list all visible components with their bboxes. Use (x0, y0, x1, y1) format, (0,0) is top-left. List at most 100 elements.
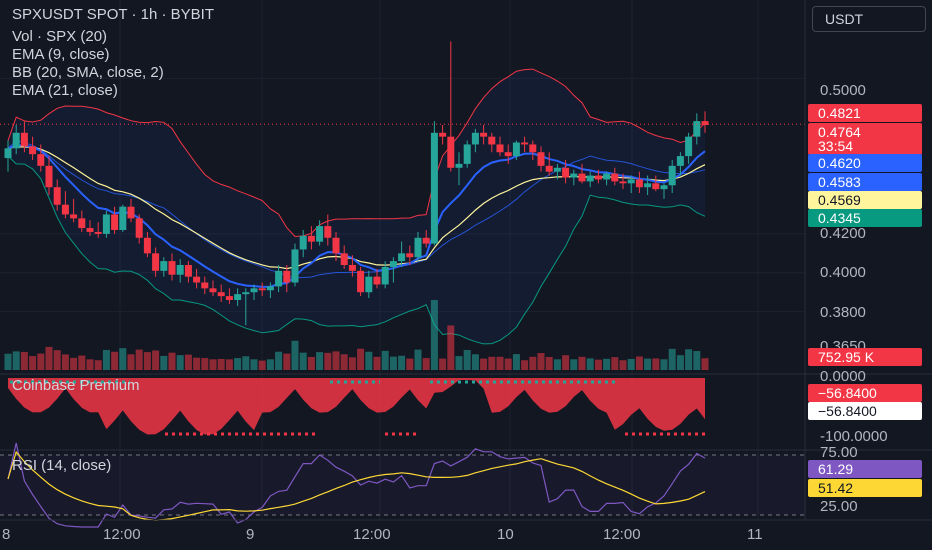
price-axis-label: 0.3800 (820, 304, 866, 321)
volume-bar (619, 360, 627, 370)
candle-body (61, 204, 69, 215)
bollinger-basis-line (7, 140, 706, 279)
candle-body (250, 288, 258, 293)
candle-body (209, 288, 217, 293)
candle-body (480, 132, 488, 137)
volume-bar (291, 340, 299, 370)
candle-body (225, 296, 233, 300)
currency-button[interactable]: USDT (812, 6, 926, 32)
volume-bar (471, 354, 479, 370)
volume-bar (545, 356, 553, 370)
volume-bar (381, 350, 389, 370)
candle-body (644, 183, 652, 188)
candle-body (176, 265, 184, 275)
price-tag-last: 0.4764 (808, 123, 922, 141)
candle-body (86, 228, 94, 232)
time-label: 12:00 (103, 526, 141, 543)
candle-body (152, 253, 160, 271)
volume-bar (463, 349, 471, 370)
price-axis-label: 0.4000 (820, 264, 866, 281)
rsi-title[interactable]: RSI (14, close) (12, 457, 112, 474)
premium-axis-zero: 0.0000 (820, 368, 866, 385)
candle-body (512, 142, 520, 157)
volume-bar (176, 355, 184, 370)
candle-body (685, 136, 693, 157)
candle-body (53, 187, 61, 205)
volume-bar (45, 346, 53, 370)
candle-body (70, 214, 78, 219)
candle-body (586, 175, 594, 182)
volume-bar (635, 356, 643, 370)
candle-body (111, 214, 119, 230)
premium-tag-white: −56.8400 (808, 402, 922, 420)
candle-body (496, 144, 504, 153)
volume-bar (611, 357, 619, 370)
volume-bar (258, 360, 266, 370)
volume-bar (414, 349, 422, 370)
candle-body (562, 167, 570, 178)
volume-bar (217, 358, 225, 370)
candle-body (357, 270, 365, 293)
candle-body (668, 165, 676, 186)
volume-bar (357, 348, 365, 370)
candle-body (143, 237, 151, 254)
bollinger-upper-line (7, 68, 706, 238)
time-label: 8 (2, 526, 11, 543)
candle-body (340, 253, 348, 265)
volume-bar (439, 358, 447, 370)
legend-volume[interactable]: Vol · SPX (20) (12, 28, 108, 45)
volume-bar (209, 359, 217, 370)
time-label: 11 (747, 526, 763, 543)
price-tag-high: 0.4821 (808, 104, 922, 122)
candle-body (693, 121, 701, 137)
volume-bar (4, 353, 12, 370)
candle-body (184, 265, 192, 277)
volume-bar (430, 300, 438, 370)
legend-ema21[interactable]: EMA (21, close) (12, 82, 118, 99)
volume-bar (135, 349, 143, 370)
volume-bar (488, 356, 496, 370)
symbol-title[interactable]: SPXUSDT SPOT · 1h · BYBIT (12, 6, 215, 23)
candle-body (119, 206, 127, 230)
ema9-tag: 0.4620 (808, 154, 922, 172)
volume-bar (119, 348, 127, 370)
candle-body (594, 175, 602, 180)
candle-body (611, 173, 619, 182)
candle-body (447, 136, 455, 168)
volume-bar (102, 349, 110, 370)
premium-title[interactable]: Coinbase Premium (12, 377, 140, 394)
bollinger-lower-line (7, 155, 706, 345)
volume-bar (86, 359, 94, 370)
candle-body (160, 261, 168, 271)
legend-ema9[interactable]: EMA (9, close) (12, 46, 110, 63)
candle-body (78, 218, 86, 229)
volume-bar (406, 358, 414, 370)
candle-body (242, 292, 250, 295)
volume-bar (644, 358, 652, 370)
candle-body (471, 132, 479, 145)
volume-bar (685, 349, 693, 370)
candle-body (332, 237, 340, 254)
volume-bar (627, 358, 635, 370)
candle-body (307, 235, 315, 242)
volume-bar (668, 348, 676, 370)
rsi-band-fill (0, 455, 805, 515)
candle-body (217, 292, 225, 297)
volume-tag: 752.95 K (808, 348, 922, 366)
candle-body (660, 185, 668, 190)
volume-bar (250, 359, 258, 370)
candle-body (324, 226, 332, 238)
candle-body (603, 173, 611, 180)
volume-bar (225, 359, 233, 370)
volume-bar (283, 353, 291, 370)
candle-body (348, 265, 356, 271)
candle-body (439, 132, 447, 137)
candle-body (37, 154, 45, 166)
volume-bar (701, 358, 709, 370)
candle-body (627, 179, 635, 184)
volume-bar (307, 356, 315, 370)
legend-bb[interactable]: BB (20, SMA, close, 2) (12, 64, 164, 81)
candle-body (570, 173, 578, 178)
candle-body (201, 282, 209, 289)
